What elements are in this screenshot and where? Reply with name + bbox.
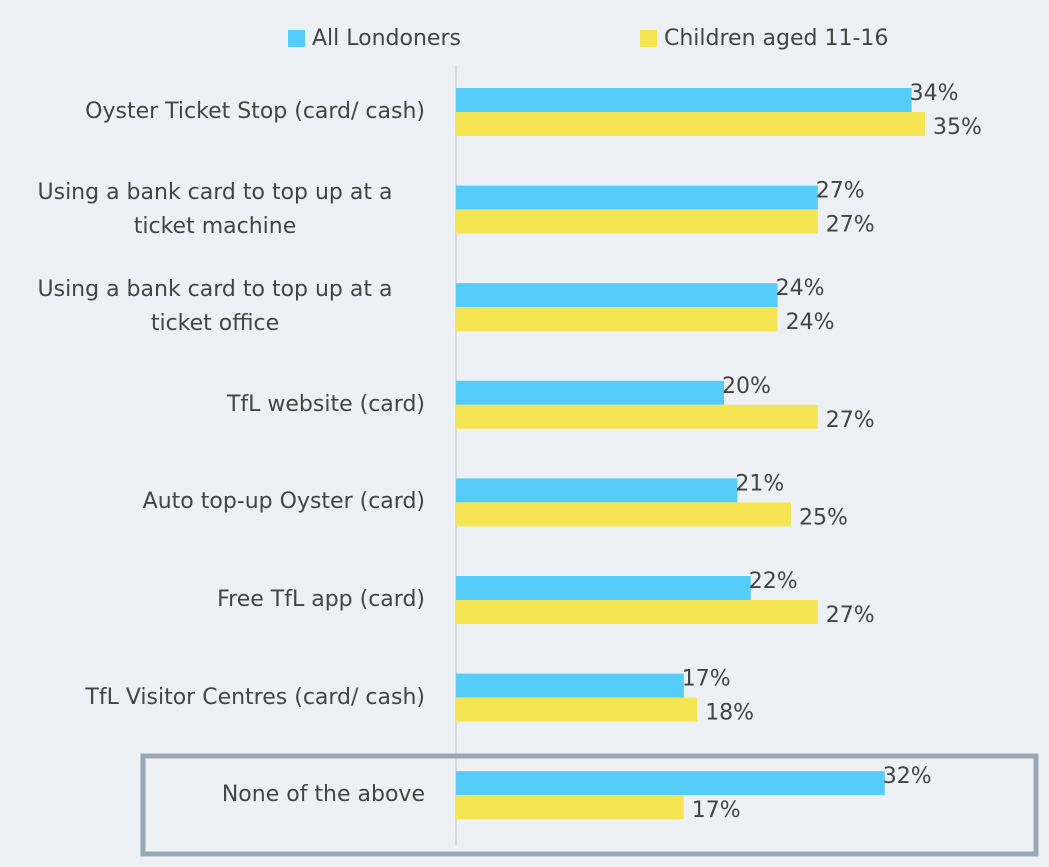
highlight-box [140, 753, 1039, 857]
category-text: Free TfL app (card) [217, 587, 425, 612]
bar [456, 185, 818, 210]
category-label: None of the above [5, 759, 425, 831]
bar [456, 502, 791, 527]
value-label: 34% [910, 81, 959, 106]
value-label: 27% [816, 179, 865, 204]
category-label: Free TfL app (card) [5, 564, 425, 636]
category-text: TfL website (card) [226, 391, 425, 417]
value-label: 17% [682, 667, 731, 692]
value-label: 27% [826, 408, 875, 433]
category-label: Using a bank card to top up at a ticket … [5, 174, 425, 246]
value-label: 22% [749, 569, 798, 594]
value-label: 32% [883, 764, 932, 789]
category-label: TfL website (card) [5, 369, 425, 441]
category-text: TfL Visitor Centres (card/ cash) [85, 684, 425, 710]
value-label: 21% [735, 471, 784, 496]
bar [456, 600, 818, 624]
value-label: 17% [692, 798, 741, 823]
bar [456, 576, 751, 600]
bar [456, 112, 925, 136]
bar [456, 209, 818, 234]
value-label: 27% [826, 213, 875, 238]
category-label: Oyster Ticket Stop (card/ cash) [5, 76, 425, 148]
category-text: Oyster Ticket Stop (card/ cash) [85, 99, 425, 124]
bar [456, 380, 724, 405]
value-label: 35% [933, 115, 982, 140]
bar [456, 88, 912, 112]
legend-label: Children aged 11-16 [664, 26, 888, 51]
category-label: Auto top-up Oyster (card) [5, 466, 425, 538]
value-label: 25% [799, 505, 848, 530]
bar [456, 795, 684, 820]
value-label: 18% [705, 701, 754, 726]
category-label: Using a bank card to top up at a ticket … [5, 271, 425, 343]
legend-label: All Londoners [312, 26, 461, 51]
value-label: 24% [786, 310, 835, 335]
value-label: 24% [776, 276, 825, 301]
category-text: Using a bank card to top up at a ticket … [37, 277, 393, 337]
value-label: 27% [826, 603, 875, 628]
category-label: TfL Visitor Centres (card/ cash) [5, 662, 425, 734]
bar [456, 697, 698, 722]
bar [456, 307, 778, 332]
value-label: 20% [722, 374, 771, 399]
bar [456, 771, 885, 796]
category-text: Using a bank card to top up at a ticket … [37, 179, 393, 239]
bar [456, 404, 818, 429]
bar [456, 673, 684, 698]
bar [456, 283, 778, 308]
category-text: None of the above [221, 782, 425, 808]
bar [456, 478, 738, 503]
category-text: Auto top-up Oyster (card) [142, 489, 425, 515]
legend-swatch [640, 30, 657, 47]
legend-swatch [288, 30, 305, 47]
